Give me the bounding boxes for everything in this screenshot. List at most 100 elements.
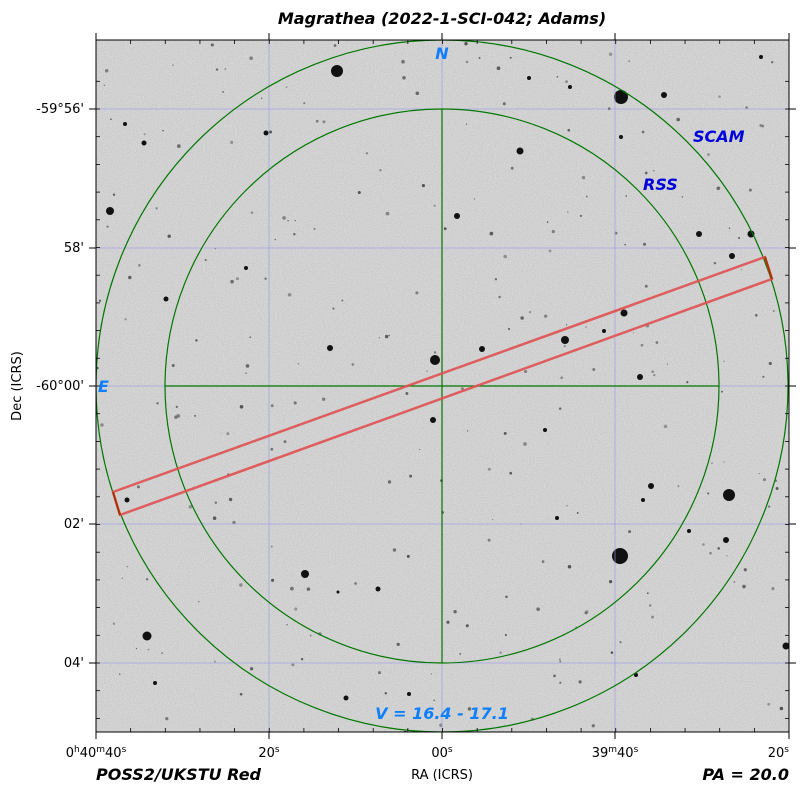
faint-star — [137, 263, 141, 267]
faint-star — [565, 324, 568, 326]
faint-star — [728, 227, 731, 229]
faint-star — [520, 316, 524, 320]
survey-label: POSS2/UKSTU Red — [96, 765, 262, 784]
faint-star — [103, 84, 106, 87]
faint-star — [655, 341, 659, 344]
faint-star — [716, 186, 721, 191]
y-tick-labels: -59°56' 58' -60°00' 02' 04' — [36, 102, 84, 671]
faint-star — [591, 724, 595, 728]
faint-star — [167, 234, 171, 238]
star — [620, 309, 628, 317]
star — [661, 92, 667, 98]
faint-star — [707, 492, 710, 495]
faint-star — [546, 221, 549, 223]
faint-star — [713, 262, 717, 265]
faint-star — [536, 607, 540, 611]
faint-star — [723, 360, 725, 362]
faint-star — [453, 610, 457, 614]
faint-star — [322, 120, 326, 124]
faint-star — [274, 238, 276, 241]
faint-star — [459, 653, 462, 655]
faint-star — [384, 334, 389, 339]
star — [343, 695, 349, 701]
star — [331, 65, 343, 77]
faint-star — [309, 634, 312, 637]
faint-star — [204, 258, 207, 262]
faint-star — [496, 66, 501, 71]
faint-star — [502, 102, 506, 106]
star — [612, 548, 628, 564]
star — [634, 673, 638, 677]
faint-star — [119, 673, 121, 675]
faint-star — [467, 707, 472, 711]
faint-star — [465, 60, 469, 64]
faint-star — [264, 277, 267, 280]
x-tick-label: 20s — [258, 745, 280, 761]
star — [637, 374, 643, 380]
faint-star — [156, 402, 159, 405]
faint-star — [110, 118, 112, 121]
faint-star — [717, 547, 720, 550]
faint-star — [415, 91, 420, 96]
star — [516, 147, 524, 155]
star — [430, 355, 440, 365]
faint-star — [473, 198, 476, 200]
faint-star — [553, 674, 556, 678]
faint-star — [563, 345, 566, 348]
faint-star — [585, 610, 589, 614]
faint-star — [232, 520, 236, 525]
faint-star — [649, 604, 652, 607]
faint-star — [249, 336, 252, 339]
faint-star — [306, 587, 311, 591]
faint-star — [619, 641, 622, 644]
faint-star — [556, 75, 559, 78]
faint-star — [378, 671, 381, 675]
faint-star — [686, 381, 689, 384]
faint-star — [100, 423, 104, 427]
star — [687, 529, 691, 533]
faint-star — [303, 102, 306, 105]
faint-star — [738, 237, 741, 239]
faint-star — [579, 214, 583, 217]
faint-star — [333, 44, 337, 47]
scam-label: SCAM — [693, 127, 745, 146]
faint-star — [245, 372, 248, 375]
star — [723, 537, 729, 543]
magnitude-range-label: V = 16.4 - 17.1 — [375, 704, 509, 723]
faint-star — [503, 431, 507, 435]
east-label: E — [98, 377, 109, 396]
faint-star — [510, 166, 514, 170]
faint-star — [297, 362, 300, 365]
faint-star — [315, 119, 319, 123]
faint-star — [702, 543, 705, 546]
star — [430, 417, 436, 423]
faint-star — [332, 307, 335, 310]
faint-star — [402, 76, 406, 80]
faint-star — [762, 478, 767, 482]
faint-star — [175, 405, 178, 409]
faint-star — [293, 401, 297, 405]
faint-star — [419, 448, 421, 451]
faint-star — [709, 551, 712, 555]
faint-star — [313, 227, 316, 230]
slit — [111, 255, 774, 517]
star — [336, 590, 340, 594]
faint-star — [271, 578, 275, 582]
faint-star — [592, 367, 596, 372]
star — [696, 231, 702, 237]
slit-end-right — [764, 256, 773, 280]
faint-star — [228, 497, 233, 502]
faint-star — [287, 293, 292, 297]
faint-star — [548, 249, 552, 253]
faint-star — [128, 275, 132, 280]
faint-star — [578, 680, 582, 684]
faint-star — [230, 140, 234, 144]
faint-star — [733, 580, 736, 583]
faint-star — [528, 310, 532, 314]
faint-star — [567, 211, 569, 213]
faint-star — [195, 339, 198, 342]
faint-star — [644, 171, 648, 175]
faint-star — [385, 211, 390, 216]
faint-star — [365, 152, 369, 155]
star — [327, 345, 333, 351]
